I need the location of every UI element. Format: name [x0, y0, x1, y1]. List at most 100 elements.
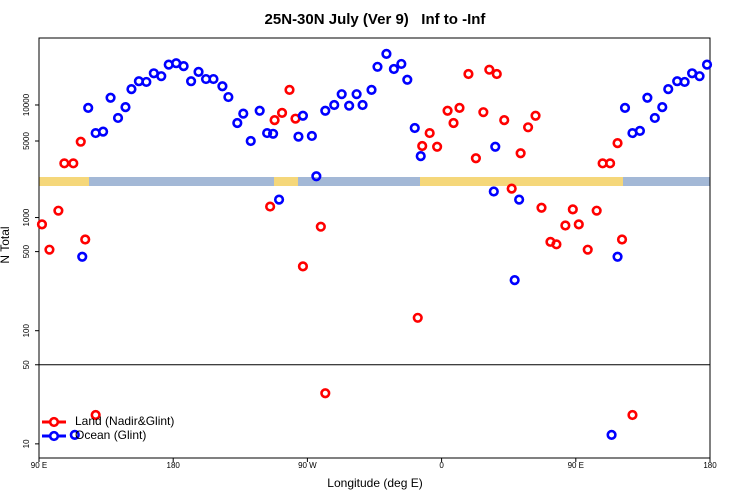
data-point	[273, 194, 285, 205]
data-point	[402, 74, 413, 85]
data-point	[53, 205, 64, 216]
data-point	[448, 117, 459, 129]
data-point	[156, 71, 167, 82]
chart-title: 25N-30N July (Ver 9) Inf to -Inf	[265, 11, 487, 28]
data-point	[417, 140, 428, 152]
data-point	[262, 127, 273, 139]
data-point	[634, 125, 646, 137]
data-point	[68, 158, 79, 169]
data-point	[432, 141, 443, 152]
data-point	[506, 183, 517, 194]
data-point	[491, 68, 502, 80]
data-point	[98, 126, 109, 137]
data-point	[412, 312, 423, 323]
data-point	[657, 102, 668, 113]
data-point	[217, 81, 228, 92]
x-tick-label: 90 E	[568, 461, 584, 470]
data-point	[80, 234, 91, 245]
data-point	[499, 115, 510, 126]
data-point	[141, 76, 152, 88]
data-point	[344, 100, 355, 111]
data-point	[409, 122, 420, 134]
data-point	[293, 131, 304, 142]
data-point	[454, 102, 465, 113]
data-point	[604, 158, 616, 169]
data-point	[396, 58, 407, 70]
data-point	[591, 205, 602, 216]
data-point	[612, 138, 623, 149]
data-point	[560, 220, 571, 231]
y2-tick-label: 10	[22, 439, 31, 448]
ocean-strip	[39, 177, 710, 186]
data-point	[238, 108, 249, 119]
data-point	[567, 204, 578, 215]
x-tick-label: 0	[439, 461, 444, 470]
data-point	[616, 234, 628, 245]
data-point	[59, 158, 70, 169]
data-point	[488, 186, 499, 197]
data-point	[424, 127, 435, 139]
data-point	[284, 84, 295, 95]
data-point	[514, 194, 525, 205]
data-point	[649, 112, 660, 124]
data-point	[694, 71, 705, 82]
x-tick-label: 90 W	[298, 461, 317, 470]
data-point	[515, 148, 526, 159]
data-point	[606, 429, 617, 441]
data-point	[536, 202, 547, 213]
land-strip	[274, 177, 298, 186]
data-point	[306, 130, 317, 142]
y-tick-label: 10000	[22, 93, 31, 116]
data-point	[75, 136, 86, 147]
data-point	[484, 64, 495, 75]
data-point	[105, 92, 116, 103]
y2-tick-label: 1000	[22, 208, 31, 226]
y2-tick-label: 100	[22, 323, 31, 337]
data-point	[478, 107, 489, 118]
data-point	[223, 91, 234, 103]
legend-marker	[48, 430, 60, 442]
x-tick-label: 180	[167, 461, 181, 470]
data-point	[442, 105, 453, 116]
data-point	[627, 409, 638, 421]
data-point	[701, 59, 713, 70]
data-point	[254, 105, 265, 116]
data-point	[269, 115, 280, 126]
data-point	[297, 261, 309, 272]
data-point	[530, 110, 541, 121]
x-axis-label: Longitude (deg E)	[327, 476, 422, 490]
data-point	[320, 388, 331, 399]
data-point	[381, 48, 392, 59]
data-point	[268, 128, 279, 139]
data-point	[320, 105, 331, 116]
data-point	[297, 110, 309, 121]
data-point	[663, 84, 674, 95]
y2-tick-label: 500	[22, 244, 31, 258]
land-strip	[39, 177, 89, 186]
data-point	[642, 92, 653, 103]
data-point	[90, 409, 101, 421]
data-point	[77, 251, 88, 262]
data-point	[573, 219, 584, 230]
data-point	[120, 102, 131, 113]
y-tick-label: 5000	[22, 132, 31, 150]
data-point	[36, 219, 48, 230]
data-point	[112, 112, 124, 124]
data-point	[612, 251, 623, 262]
data-point	[463, 68, 474, 80]
data-point	[265, 201, 276, 212]
data-point	[44, 244, 55, 255]
data-point	[582, 244, 593, 255]
data-point	[232, 117, 243, 129]
data-point	[208, 73, 219, 85]
land-strip	[420, 177, 623, 186]
data-point	[245, 135, 256, 147]
legend-label: Ocean (Glint)	[75, 428, 146, 442]
map-strip	[39, 177, 710, 186]
x-tick-label: 180	[703, 461, 717, 470]
data-point	[522, 122, 534, 133]
data-point	[372, 61, 383, 72]
data-point	[366, 84, 377, 95]
data-point	[415, 151, 426, 162]
